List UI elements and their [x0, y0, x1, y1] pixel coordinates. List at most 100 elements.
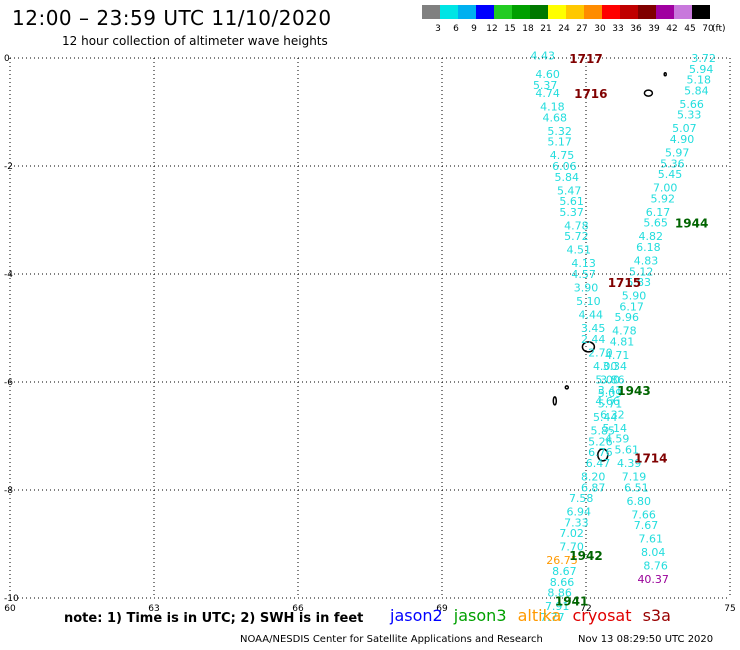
swh-value: 7.77 [540, 611, 565, 624]
legend-label: 42 [666, 24, 677, 34]
swh-value: 5.92 [651, 192, 676, 205]
legend-label: 15 [504, 24, 515, 34]
swh-value: 8.67 [552, 565, 577, 578]
swh-value: 5.36 [660, 157, 685, 170]
generated-timestamp: Nov 13 08:29:50 UTC 2020 [578, 634, 714, 645]
x-tick-label: 63 [148, 604, 159, 614]
legend-swatch [476, 5, 494, 19]
x-tick-label: 72 [580, 604, 591, 614]
swh-value: 6.51 [624, 481, 649, 494]
swh-value: 4.18 [540, 101, 565, 114]
swh-value: 5.72 [564, 230, 589, 243]
swh-value: 5.12 [629, 265, 654, 278]
legend-swatch [512, 5, 530, 19]
swh-value: 5.83 [627, 276, 652, 289]
swh-value: 3.72 [691, 52, 716, 65]
legend-label: 3 [435, 24, 441, 34]
coastline-fragment [552, 396, 558, 406]
swh-value: 5.45 [658, 168, 683, 181]
swh-value: 5.65 [643, 217, 668, 230]
swh-value: 4.59 [605, 433, 630, 446]
legend-label: 27 [576, 24, 587, 34]
swh-value: 5.94 [689, 63, 714, 76]
coastline-fragment [643, 89, 654, 97]
mission-s3a: s3a [642, 606, 671, 625]
swh-value: 5.37 [533, 79, 558, 92]
swh-value: 5.61 [615, 444, 640, 457]
pass-time-label: 1717 [569, 52, 602, 66]
mission-jason2: jason2 [390, 606, 443, 625]
swh-value: 6.32 [600, 408, 625, 421]
swh-value: 4.75 [550, 149, 575, 162]
swh-value: 7.02 [559, 527, 584, 540]
swh-value: 8.66 [550, 576, 575, 589]
legend-label: 36 [630, 24, 642, 34]
swh-value: 5.33 [677, 109, 702, 122]
swh-value: 4.82 [639, 230, 664, 243]
x-tick-label: 60 [4, 604, 16, 614]
swh-value: 7.61 [639, 533, 664, 546]
swh-value: 6.18 [636, 241, 661, 254]
swh-value: 8.04 [641, 546, 666, 559]
swh-value: 4.90 [670, 133, 695, 146]
swh-value: 4.78 [612, 325, 637, 338]
coastline-fragment [581, 341, 596, 353]
pass-time-label: 1716 [574, 87, 607, 101]
swh-value: 5.85 [591, 425, 616, 438]
swh-value: 4.43 [531, 49, 556, 62]
swh-value: 4.44 [579, 309, 604, 322]
x-tick-label: 66 [292, 604, 304, 614]
pass-time-label: 1942 [569, 549, 602, 563]
x-tick-label: 75 [724, 604, 735, 614]
swh-value: 4.00 [593, 360, 618, 373]
swh-value: 3.34 [603, 360, 628, 373]
swh-value: 6.17 [619, 300, 644, 313]
swh-value: 6.06 [552, 160, 577, 173]
legend-label: 33 [612, 24, 623, 34]
swh-value: 7.58 [569, 492, 594, 505]
swh-value: 8.76 [643, 560, 668, 573]
legend-label: 39 [648, 24, 660, 34]
pass-time-label: 1714 [634, 452, 667, 466]
swh-value: 5.17 [547, 136, 572, 149]
swh-value: 2.44 [581, 333, 606, 346]
swh-value: 4.78 [564, 219, 589, 232]
swh-value: 5.84 [684, 84, 709, 97]
swh-value: 5.14 [603, 422, 628, 435]
credit-line: NOAA/NESDIS Center for Satellite Applica… [240, 634, 543, 645]
color-legend: 3 6 9 12 15 18 21 24 27 30 33 36 39 42 45 70(ft) [422, 5, 726, 34]
swh-value: 6.76 [588, 446, 613, 459]
legend-label: 9 [471, 24, 477, 34]
y-tick-label: -8 [4, 486, 13, 496]
swh-value: 4.68 [543, 111, 568, 124]
pass-time-label: 1715 [608, 276, 641, 290]
swh-value: 4.71 [605, 349, 630, 362]
swh-value: 4.81 [610, 336, 635, 349]
swh-value: 4.83 [634, 255, 659, 268]
swh-value: 7.70 [559, 541, 584, 554]
swh-value: 6.80 [627, 495, 652, 508]
legend-label: 70 [702, 24, 714, 34]
legend-label: 45 [684, 24, 695, 34]
legend-swatch [602, 5, 620, 19]
legend-swatch [674, 5, 692, 19]
swh-value: 5.44 [593, 411, 618, 424]
legend-swatch [458, 5, 476, 19]
legend-swatch [566, 5, 584, 19]
legend-swatch [692, 5, 710, 19]
swh-value: 5.61 [559, 195, 584, 208]
swh-value: 2.70 [588, 346, 613, 359]
swh-value: 6.47 [586, 457, 611, 470]
coastline-fragment [564, 385, 570, 390]
swh-value: 4.66 [595, 395, 620, 408]
swh-value: 3.45 [581, 322, 606, 335]
swh-value: 6.17 [646, 206, 671, 219]
legend-label: 21 [540, 24, 551, 34]
y-tick-label: -10 [4, 594, 19, 604]
legend-swatch [548, 5, 566, 19]
legend-label: 24 [558, 24, 570, 34]
legend-swatch [656, 5, 674, 19]
legend-swatch [494, 5, 512, 19]
swh-value: 5.84 [555, 171, 580, 184]
